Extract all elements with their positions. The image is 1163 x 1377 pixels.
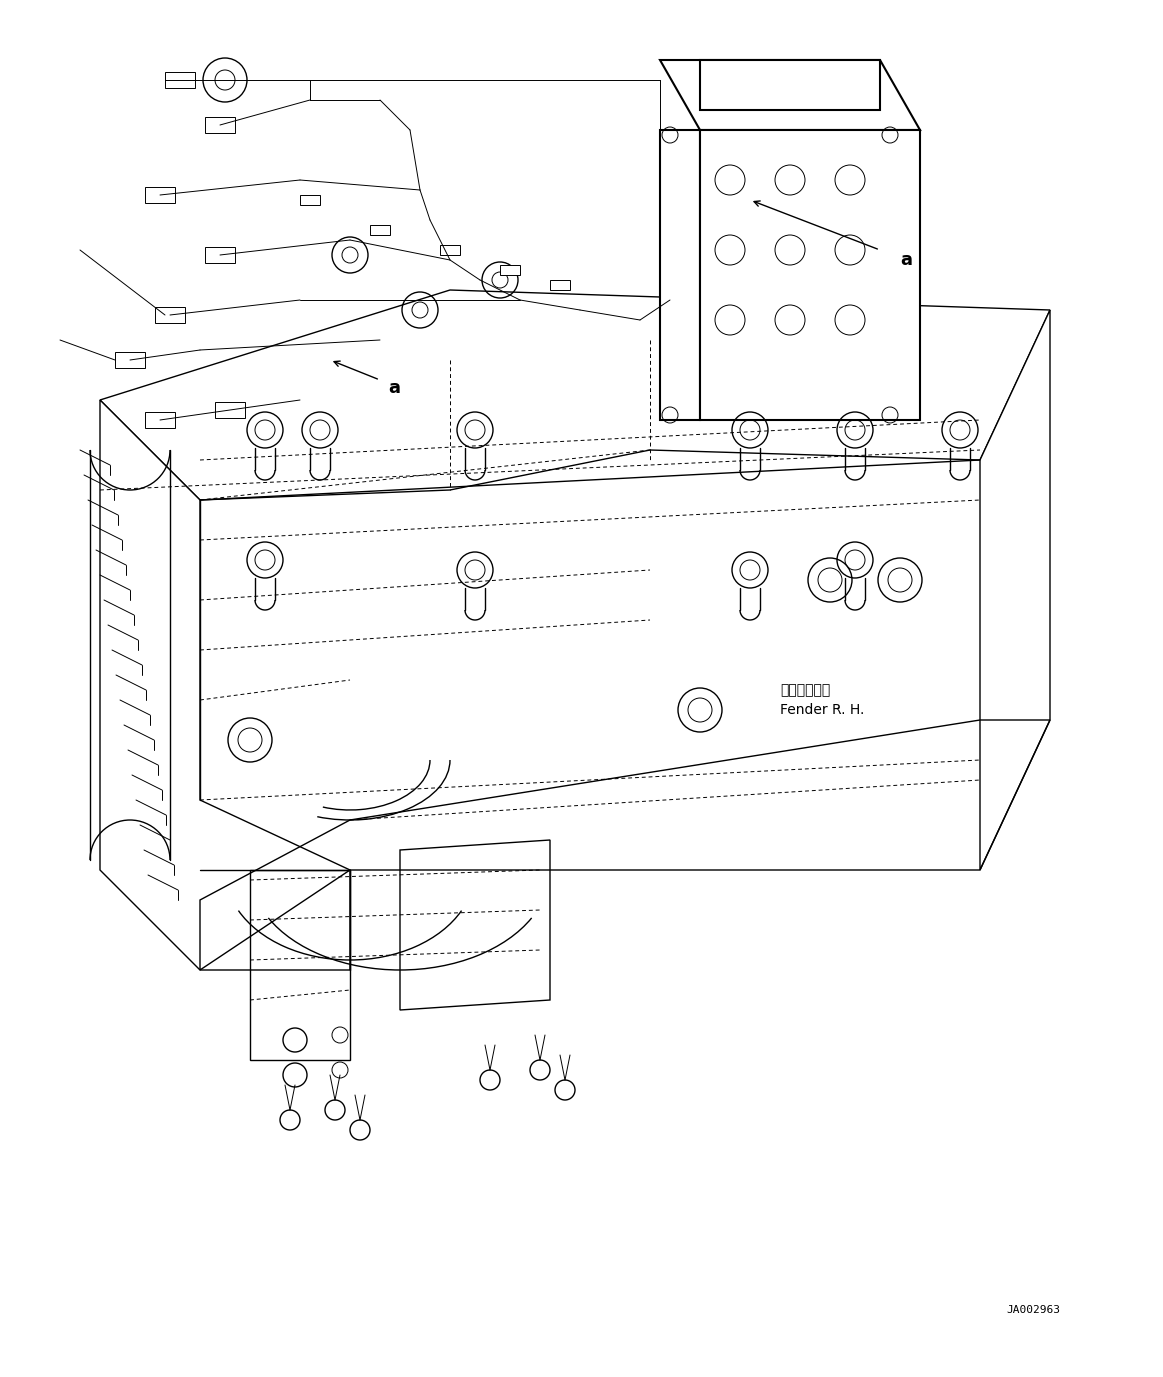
Bar [215, 402, 245, 419]
Bar [115, 353, 145, 368]
Polygon shape [980, 310, 1050, 870]
Bar [145, 187, 174, 202]
Polygon shape [659, 129, 700, 420]
Bar [370, 224, 390, 235]
Text: フェンダ　右: フェンダ 右 [780, 683, 830, 697]
Bar [300, 196, 320, 205]
Text: JA002963: JA002963 [1006, 1305, 1059, 1315]
Bar [205, 246, 235, 263]
Polygon shape [659, 61, 920, 129]
Polygon shape [100, 291, 1050, 500]
Text: Fender R. H.: Fender R. H. [780, 704, 864, 717]
Bar [205, 117, 235, 134]
Text: a: a [388, 379, 400, 397]
Bar [440, 245, 461, 255]
Bar [155, 307, 185, 324]
Bar [165, 72, 195, 88]
Bar [550, 280, 570, 291]
Bar [145, 412, 174, 428]
Bar [500, 264, 520, 275]
Text: a: a [900, 251, 912, 269]
Polygon shape [700, 61, 880, 110]
Polygon shape [100, 399, 350, 969]
Polygon shape [700, 129, 920, 420]
